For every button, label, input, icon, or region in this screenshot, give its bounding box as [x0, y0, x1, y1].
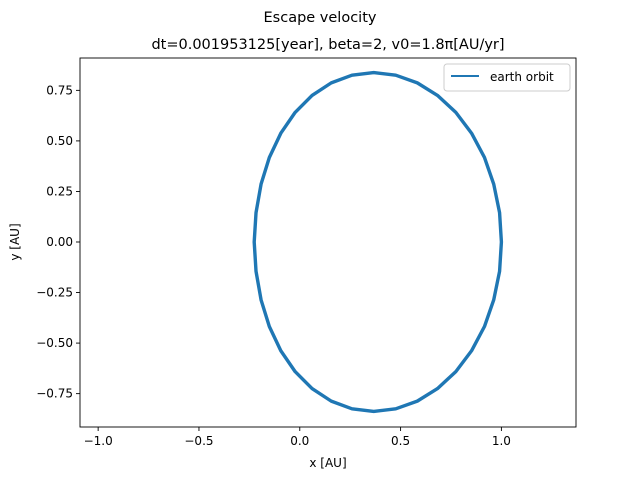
chart-title: dt=0.001953125[year], beta=2, v0=1.8π[AU… [151, 37, 504, 53]
x-tick-label: 1.0 [492, 434, 511, 448]
x-axis-label: x [AU] [309, 456, 346, 470]
y-tick-label: 0.50 [46, 134, 73, 148]
y-tick-label: 0.00 [46, 235, 73, 249]
figure-suptitle: Escape velocity [264, 10, 377, 26]
x-tick-label: −1.0 [84, 434, 113, 448]
y-tick-label: −0.75 [36, 387, 73, 401]
plot-area [252, 70, 504, 414]
y-axis-label: y [AU] [8, 223, 22, 260]
x-tick-label: 0.5 [391, 434, 410, 448]
axis-ticks: −1.0 −0.5 0.0 0.5 1.0 −0.75 −0.50 −0.25 0.00 0.25… [36, 83, 511, 448]
legend: earth orbit [443, 63, 571, 92]
legend-label: earth orbit [490, 70, 554, 84]
series-line-0 [252, 70, 504, 414]
y-tick-label: 0.25 [46, 184, 73, 198]
legend-box [443, 63, 571, 92]
x-tick-label: −0.5 [184, 434, 213, 448]
plot-frame [79, 57, 577, 428]
y-tick-label: −0.50 [36, 336, 73, 350]
y-tick-label: 0.75 [46, 83, 73, 97]
x-tick-label: 0.0 [290, 434, 309, 448]
y-tick-label: −0.25 [36, 286, 73, 300]
